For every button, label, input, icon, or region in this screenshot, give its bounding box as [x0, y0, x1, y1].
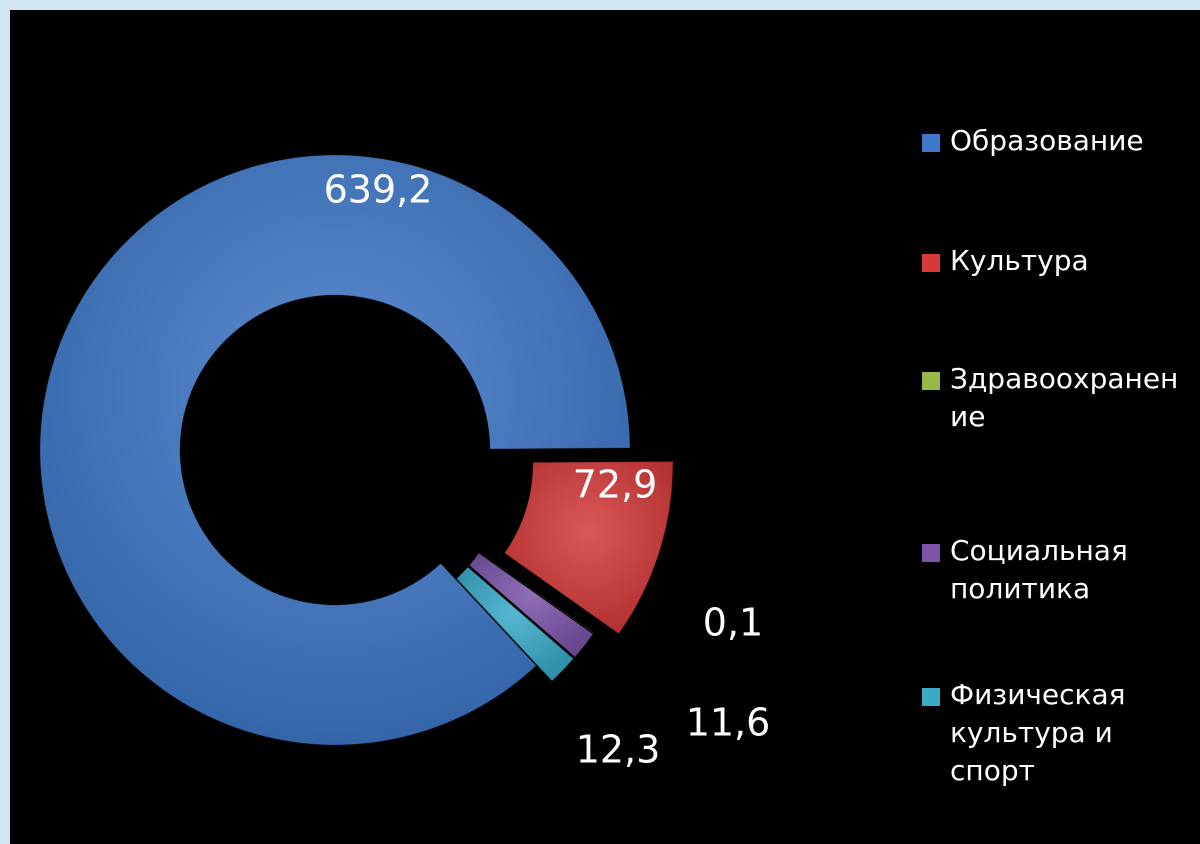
data-label: 639,2: [324, 168, 433, 212]
legend-label: Здравоохранение: [950, 360, 1182, 436]
legend-label: Образование: [950, 122, 1182, 160]
data-label: 12,3: [576, 728, 661, 772]
legend-swatch: [922, 688, 940, 706]
data-label: 72,9: [573, 463, 658, 507]
chart-frame: 639,2 72,9 0,1 11,6 12,3 Образование Культура…: [10, 10, 1200, 844]
legend-label: Культура: [950, 242, 1182, 280]
data-label: 0,1: [703, 601, 763, 645]
legend-label: Физическая культура и спорт: [950, 676, 1182, 790]
legend-label: Социальная политика: [950, 532, 1182, 608]
legend-swatch: [922, 544, 940, 562]
legend-swatch: [922, 254, 940, 272]
legend-swatch: [922, 134, 940, 152]
legend-swatch: [922, 372, 940, 390]
data-label: 11,6: [686, 701, 771, 745]
